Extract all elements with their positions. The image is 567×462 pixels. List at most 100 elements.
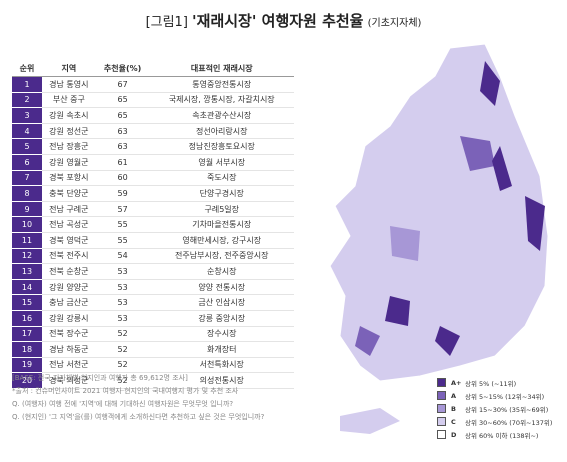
cell: 경남 하동군 bbox=[42, 341, 96, 358]
cell: 61 bbox=[95, 154, 150, 171]
cell: 57 bbox=[95, 201, 150, 218]
ranking-table: 순위 지역 추천율(%) 대표적인 재래시장 1 경남 통영시 67 통영중앙전통시장 2 부산 … bbox=[12, 60, 294, 389]
table-row: 13 전북 순창군 53 순창시장 bbox=[12, 263, 294, 280]
map bbox=[329, 43, 549, 434]
cell: 경북 포항시 bbox=[42, 170, 96, 187]
rank: 8 bbox=[12, 185, 42, 202]
column-header: 추천율(%) bbox=[95, 60, 150, 77]
region bbox=[492, 146, 512, 191]
cell: 63 bbox=[95, 138, 150, 155]
table-row: 19 전남 서천군 52 서천특화시장 bbox=[12, 357, 294, 374]
cell: 강원 속초시 bbox=[42, 107, 96, 124]
table-row: 1 경남 통영시 67 통영중앙전통시장 bbox=[12, 76, 294, 93]
cell: 죽도시장 bbox=[149, 170, 294, 187]
table-row: 10 전남 곡성군 55 기차마을전통시장 bbox=[12, 216, 294, 233]
cell: 정남진장흥토요시장 bbox=[149, 138, 294, 155]
cell: 53 bbox=[95, 263, 150, 280]
cell: 65 bbox=[95, 107, 150, 124]
cell: 강원 영월군 bbox=[42, 154, 96, 171]
legend-grade: A bbox=[451, 391, 457, 400]
legend: A+ 상위 5% (~11위) A 상위 5~15% (12위~34위) B 상위 15~… bbox=[437, 376, 552, 441]
cell: 55 bbox=[95, 232, 150, 249]
cell: 55 bbox=[95, 216, 150, 233]
rank: 7 bbox=[12, 170, 42, 187]
cell: 양양 전통시장 bbox=[149, 279, 294, 296]
cell: 속초관광수산시장 bbox=[149, 107, 294, 124]
legend-swatch bbox=[437, 404, 446, 413]
rank: 16 bbox=[12, 310, 42, 327]
cell: 63 bbox=[95, 123, 150, 140]
legend-item: C 상위 30~60% (70위~137위) bbox=[437, 415, 552, 428]
table-row: 9 전남 구례군 57 구례5일장 bbox=[12, 201, 294, 218]
title-text: '재래시장' 여행자원 추천율 bbox=[192, 12, 364, 30]
map-land bbox=[329, 43, 549, 382]
table-row: 20 경북 의성군 52 의성전통시장 bbox=[12, 372, 294, 389]
region bbox=[525, 196, 545, 251]
region bbox=[435, 326, 460, 356]
rank: 18 bbox=[12, 341, 42, 358]
table-row: 15 충남 금산군 53 금산 인삼시장 bbox=[12, 294, 294, 311]
legend-label: 상위 30~60% (70위~137위) bbox=[465, 418, 553, 427]
cell: 강원 양양군 bbox=[42, 279, 96, 296]
region bbox=[460, 136, 495, 171]
cell: 경북 의성군 bbox=[42, 372, 96, 389]
cell: 59 bbox=[95, 185, 150, 202]
table-row: 12 전북 전주시 54 전주남부시장, 전주중앙시장 bbox=[12, 248, 294, 265]
legend-swatch bbox=[437, 378, 446, 387]
cell: 60 bbox=[95, 170, 150, 187]
notes: [BASE: 전국 지자체별 현지인과 여행자 총 69,612명 조사] *출처… bbox=[12, 372, 312, 424]
cell: 국제시장, 깡통시장, 자갈치시장 bbox=[149, 92, 294, 109]
cell: 통영중앙전통시장 bbox=[149, 76, 294, 93]
cell: 65 bbox=[95, 92, 150, 109]
cell: 단양구경시장 bbox=[149, 185, 294, 202]
table-row: 8 충북 단양군 59 단양구경시장 bbox=[12, 185, 294, 202]
column-header: 대표적인 재래시장 bbox=[149, 60, 294, 77]
rank: 20 bbox=[12, 372, 42, 389]
region bbox=[355, 326, 380, 356]
cell: 의성전통시장 bbox=[149, 372, 294, 389]
cell: 52 bbox=[95, 357, 150, 374]
cell: 정선아리랑시장 bbox=[149, 123, 294, 140]
legend-label: 상위 5% (~11위) bbox=[465, 379, 517, 388]
rank: 19 bbox=[12, 357, 42, 374]
cell: 53 bbox=[95, 294, 150, 311]
cell: 52 bbox=[95, 372, 150, 389]
cell: 구례5일장 bbox=[149, 201, 294, 218]
cell: 전북 장수군 bbox=[42, 326, 96, 343]
legend-item: A 상위 5~15% (12위~34위) bbox=[437, 389, 552, 402]
cell: 영월 서부시장 bbox=[149, 154, 294, 171]
rank: 1 bbox=[12, 76, 42, 93]
cell: 경남 통영시 bbox=[42, 76, 96, 93]
table-row: 5 전남 장흥군 63 정남진장흥토요시장 bbox=[12, 138, 294, 155]
rank: 11 bbox=[12, 232, 42, 249]
cell: 강릉 중앙시장 bbox=[149, 310, 294, 327]
legend-swatch bbox=[437, 391, 446, 400]
cell: 전북 순창군 bbox=[42, 263, 96, 280]
rank: 10 bbox=[12, 216, 42, 233]
cell: 금산 인삼시장 bbox=[149, 294, 294, 311]
cell: 54 bbox=[95, 248, 150, 265]
legend-item: D 상위 60% 이하 (138위~) bbox=[437, 428, 552, 441]
region bbox=[385, 296, 410, 326]
column-header: 순위 bbox=[12, 60, 42, 77]
table-row: 3 강원 속초시 65 속초관광수산시장 bbox=[12, 107, 294, 124]
cell: 기차마을전통시장 bbox=[149, 216, 294, 233]
region bbox=[390, 226, 420, 261]
rank: 2 bbox=[12, 92, 42, 109]
cell: 부산 중구 bbox=[42, 92, 96, 109]
cell: 53 bbox=[95, 279, 150, 296]
table-row: 14 강원 양양군 53 양양 전통시장 bbox=[12, 279, 294, 296]
cell: 강원 정선군 bbox=[42, 123, 96, 140]
rank: 9 bbox=[12, 201, 42, 218]
cell: 전북 전주시 bbox=[42, 248, 96, 265]
table-row: 6 강원 영월군 61 영월 서부시장 bbox=[12, 154, 294, 171]
rank: 6 bbox=[12, 154, 42, 171]
cell: 충북 단양군 bbox=[42, 185, 96, 202]
rank: 14 bbox=[12, 279, 42, 296]
cell: 장수시장 bbox=[149, 326, 294, 343]
cell: 67 bbox=[95, 76, 150, 93]
cell: 52 bbox=[95, 341, 150, 358]
cell: 52 bbox=[95, 326, 150, 343]
subtitle: (기초지자체) bbox=[367, 18, 422, 29]
note: Q. (여행자) 여행 전에 '지역'에 대해 기대하신 여행자원은 무엇무엇 … bbox=[12, 400, 234, 408]
